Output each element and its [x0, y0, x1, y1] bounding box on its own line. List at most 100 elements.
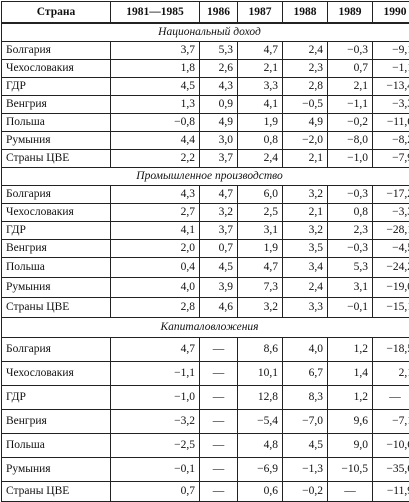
- value-cell: −8,0: [328, 132, 373, 150]
- value-cell: —: [328, 482, 373, 502]
- value-cell: 2,6: [200, 60, 238, 78]
- value-cell: —: [200, 410, 238, 434]
- value-cell: −0,1: [328, 298, 373, 318]
- value-cell: 2,1: [373, 362, 409, 386]
- value-cell: 4,5: [283, 434, 328, 458]
- value-cell: 0,8: [238, 132, 283, 150]
- value-cell: 3,0: [200, 132, 238, 150]
- value-cell: −35,6: [373, 458, 409, 482]
- country-cell: Румыния: [2, 458, 111, 482]
- value-cell: 4,7: [200, 186, 238, 204]
- value-cell: −28,1: [373, 222, 409, 240]
- value-cell: −10,6: [373, 434, 409, 458]
- value-cell: 3,7: [111, 42, 200, 60]
- value-cell: 1,8: [111, 60, 200, 78]
- value-cell: −2,5: [111, 434, 200, 458]
- country-cell: Чехословакия: [2, 60, 111, 78]
- value-cell: 2,5: [238, 204, 283, 222]
- value-cell: 2,1: [238, 60, 283, 78]
- value-cell: 2,2: [111, 150, 200, 168]
- value-cell: 0,8: [328, 204, 373, 222]
- value-cell: −0,2: [283, 482, 328, 502]
- value-cell: 1,2: [328, 338, 373, 362]
- value-cell: −15,1: [373, 298, 409, 318]
- value-cell: 8,3: [283, 386, 328, 410]
- header-1990: 1990: [373, 2, 409, 24]
- value-cell: 3,4: [283, 258, 328, 278]
- country-cell: Венгрия: [2, 410, 111, 434]
- section-header-row: Национальный доход: [2, 23, 409, 42]
- value-cell: 3,5: [283, 240, 328, 258]
- country-cell: Венгрия: [2, 240, 111, 258]
- value-cell: —: [200, 386, 238, 410]
- value-cell: 5,3: [328, 258, 373, 278]
- value-cell: −11,6: [373, 114, 409, 132]
- value-cell: 3,3: [283, 298, 328, 318]
- value-cell: 0,6: [238, 482, 283, 502]
- value-cell: −8,2: [373, 132, 409, 150]
- value-cell: 12,8: [238, 386, 283, 410]
- value-cell: —: [200, 458, 238, 482]
- header-country: Страна: [2, 2, 111, 24]
- value-cell: −5,4: [238, 410, 283, 434]
- value-cell: 3,9: [200, 278, 238, 298]
- value-cell: 3,7: [200, 222, 238, 240]
- table-row: Румыния−0,1—−6,9−1,3−10,5−35,6: [2, 458, 409, 482]
- value-cell: —: [200, 362, 238, 386]
- value-cell: 3,1: [328, 278, 373, 298]
- value-cell: 9,6: [328, 410, 373, 434]
- value-cell: —: [200, 482, 238, 502]
- country-cell: Румыния: [2, 132, 111, 150]
- value-cell: −1,3: [283, 458, 328, 482]
- value-cell: −2,0: [283, 132, 328, 150]
- value-cell: −3,3: [373, 204, 409, 222]
- header-1981-1985: 1981—1985: [111, 2, 200, 24]
- value-cell: 3,7: [200, 150, 238, 168]
- value-cell: −1,0: [111, 386, 200, 410]
- table-row: Польша−2,5—4,84,59,0−10,6: [2, 434, 409, 458]
- value-cell: 1,3: [111, 96, 200, 114]
- country-cell: Чехословакия: [2, 204, 111, 222]
- value-cell: −1,1: [328, 96, 373, 114]
- value-cell: 4,9: [200, 114, 238, 132]
- value-cell: 1,9: [238, 114, 283, 132]
- value-cell: −9,1: [373, 42, 409, 60]
- country-cell: Румыния: [2, 278, 111, 298]
- header-1988: 1988: [283, 2, 328, 24]
- value-cell: 4,7: [238, 258, 283, 278]
- value-cell: −0,8: [111, 114, 200, 132]
- value-cell: —: [200, 338, 238, 362]
- value-cell: 4,5: [200, 258, 238, 278]
- value-cell: −10,5: [328, 458, 373, 482]
- value-cell: −0,3: [328, 240, 373, 258]
- value-cell: 9,0: [328, 434, 373, 458]
- value-cell: 3,2: [283, 186, 328, 204]
- value-cell: −24,2: [373, 258, 409, 278]
- value-cell: −3,3: [373, 96, 409, 114]
- value-cell: 4,7: [111, 338, 200, 362]
- section-title: Капиталовложения: [2, 318, 409, 338]
- value-cell: −13,4: [373, 78, 409, 96]
- value-cell: 4,7: [238, 42, 283, 60]
- country-cell: ГДР: [2, 222, 111, 240]
- value-cell: 2,0: [111, 240, 200, 258]
- value-cell: 4,0: [283, 338, 328, 362]
- value-cell: 0,9: [200, 96, 238, 114]
- value-cell: 1,9: [238, 240, 283, 258]
- country-cell: Болгария: [2, 186, 111, 204]
- section-header-row: Капиталовложения: [2, 318, 409, 338]
- value-cell: −3,2: [111, 410, 200, 434]
- section-title: Национальный доход: [2, 23, 409, 42]
- value-cell: 4,3: [200, 78, 238, 96]
- value-cell: 2,3: [283, 60, 328, 78]
- value-cell: −11,9: [373, 482, 409, 502]
- table-row: Чехословакия−1,1—10,16,71,42,1: [2, 362, 409, 386]
